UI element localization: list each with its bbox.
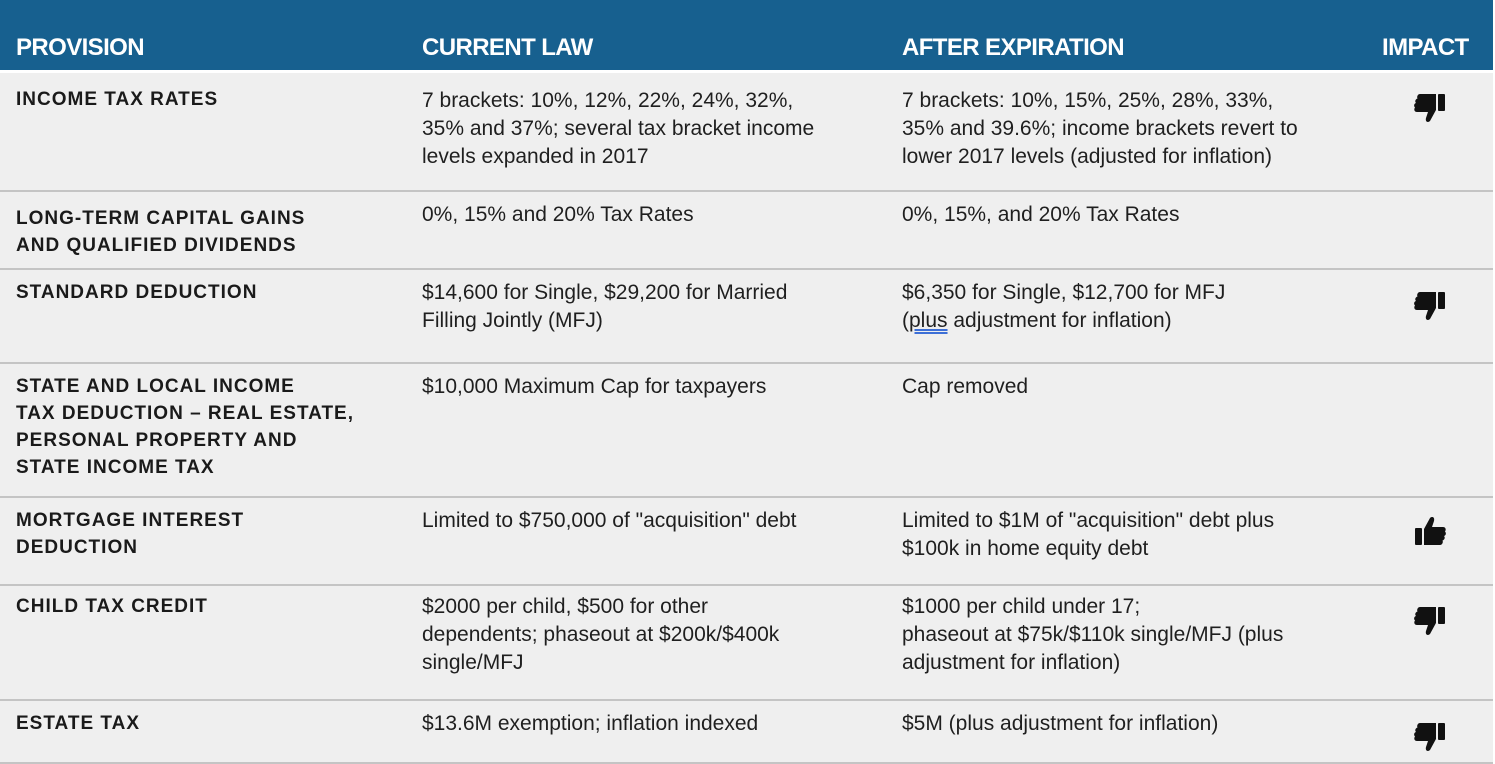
after-expiration-line-1: $6,350 for Single, $12,700 for MFJ (902, 281, 1226, 304)
after-expiration-cell: 0%, 15%, and 20% Tax Rates (902, 203, 1180, 226)
table-row-mortgage-interest: MORTGAGE INTEREST DEDUCTION Limited to $… (0, 498, 1493, 586)
after-expiration-open-paren: ( (902, 309, 909, 332)
table-row-estate-tax: ESTATE TAX $13.6M exemption; inflation i… (0, 701, 1493, 764)
current-law-cell: Limited to $750,000 of "acquisition" deb… (422, 509, 797, 532)
thumbs-down-icon (1412, 89, 1448, 125)
thumbs-up-icon (1412, 514, 1448, 550)
after-expiration-cell: $5M (plus adjustment for inflation) (902, 712, 1219, 735)
after-expiration-cell: Limited to $1M of "acquisition" debt plu… (902, 509, 1275, 560)
provision-cell: INCOME TAX RATES (16, 89, 219, 110)
thumbs-down-icon (1412, 718, 1448, 754)
after-expiration-line-2: adjustment for inflation) (947, 309, 1172, 332)
header-provision: PROVISION (16, 34, 145, 61)
provision-cell: CHILD TAX CREDIT (16, 596, 208, 617)
after-expiration-cell: Cap removed (902, 375, 1029, 398)
table-row-standard-deduction: STANDARD DEDUCTION $14,600 for Single, $… (0, 270, 1493, 364)
thumbs-down-icon (1412, 602, 1448, 638)
header-impact: IMPACT (1382, 34, 1469, 61)
after-expiration-cell: $6,350 for Single, $12,700 for MFJ (plus… (902, 279, 1372, 335)
current-law-cell: $14,600 for Single, $29,200 for Married … (422, 281, 788, 332)
current-law-cell: $2000 per child, $500 for other dependen… (422, 595, 780, 674)
provision-cell: ESTATE TAX (16, 713, 140, 734)
provision-cell: LONG-TERM CAPITAL GAINS AND QUALIFIED DI… (16, 208, 306, 256)
table-row-salt-deduction: STATE AND LOCAL INCOME TAX DEDUCTION – R… (0, 364, 1493, 498)
thumbs-down-icon (1412, 287, 1448, 323)
table-header: PROVISION CURRENT LAW AFTER EXPIRATION I… (0, 0, 1493, 73)
table-row-income-tax-rates: INCOME TAX RATES 7 brackets: 10%, 12%, 2… (0, 73, 1493, 192)
table-row-child-tax-credit: CHILD TAX CREDIT $2000 per child, $500 f… (0, 586, 1493, 701)
current-law-cell: 0%, 15% and 20% Tax Rates (422, 203, 694, 226)
after-expiration-cell: 7 brackets: 10%, 15%, 25%, 28%, 33%, 35%… (902, 89, 1298, 168)
header-current-law: CURRENT LAW (422, 34, 593, 61)
header-after-expiration: AFTER EXPIRATION (902, 34, 1125, 61)
provision-cell: MORTGAGE INTEREST DEDUCTION (16, 510, 245, 558)
current-law-cell: 7 brackets: 10%, 12%, 22%, 24%, 32%, 35%… (422, 89, 815, 168)
provision-cell: STANDARD DEDUCTION (16, 282, 258, 303)
after-expiration-cell: $1000 per child under 17; phaseout at $7… (902, 595, 1284, 674)
spellcheck-underlined-word: plus (909, 309, 948, 332)
current-law-cell: $13.6M exemption; inflation indexed (422, 712, 759, 735)
provision-cell: STATE AND LOCAL INCOME TAX DEDUCTION – R… (16, 376, 355, 478)
table-row-capital-gains: LONG-TERM CAPITAL GAINS AND QUALIFIED DI… (0, 192, 1493, 270)
current-law-cell: $10,000 Maximum Cap for taxpayers (422, 375, 767, 398)
